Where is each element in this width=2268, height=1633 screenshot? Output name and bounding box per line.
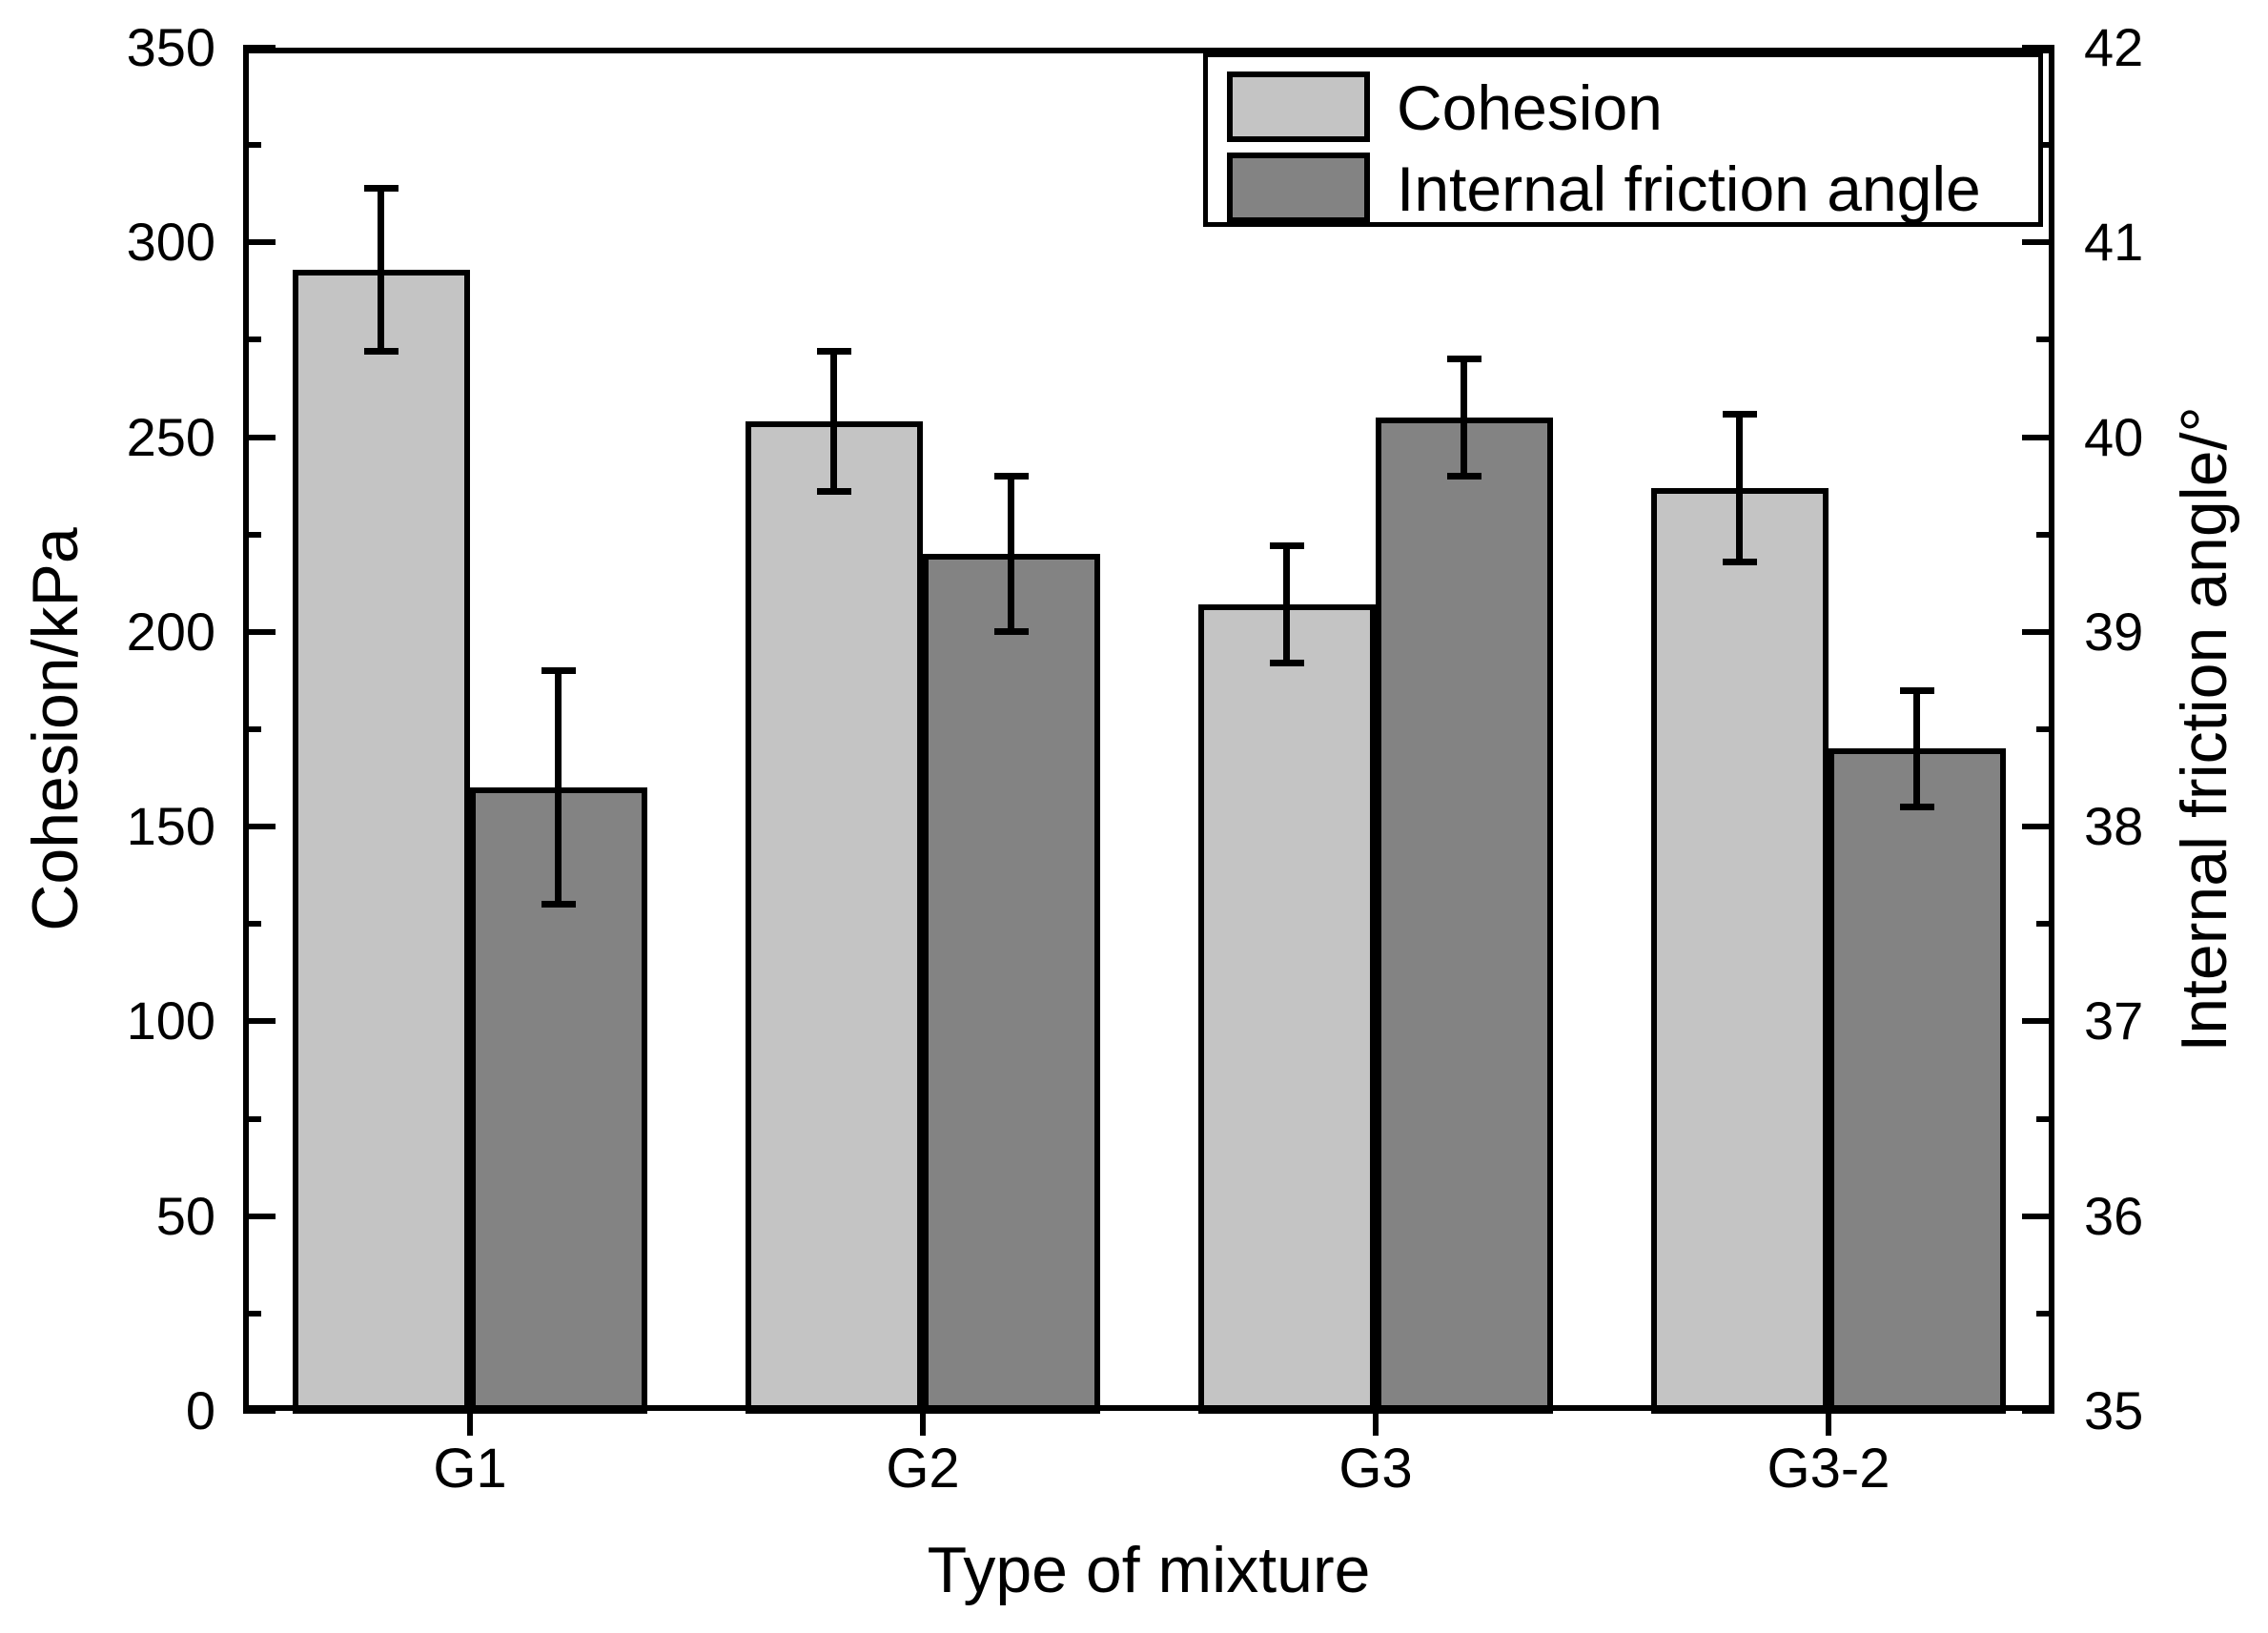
left-tick-label-0: 0 — [185, 1380, 215, 1440]
left-minor-tick — [243, 1311, 261, 1317]
error-cap-bottom-G3-2-0 — [1723, 559, 1757, 565]
error-bar-G1-1 — [555, 671, 562, 905]
left-axis-title: Cohesion/kPa — [19, 527, 92, 931]
right-major-tick-35 — [2022, 1408, 2054, 1414]
left-minor-tick — [243, 726, 261, 732]
bar-cohesion-G2 — [746, 421, 923, 1414]
x-tick-label-G3-2: G3-2 — [1767, 1438, 1890, 1500]
left-tick-label-50: 50 — [155, 1186, 215, 1246]
right-axis-title: Internal friction angle/° — [2168, 406, 2240, 1052]
right-major-tick-38 — [2022, 824, 2054, 829]
error-cap-bottom-G2-0 — [817, 488, 851, 495]
right-tick-label-40: 40 — [2084, 407, 2144, 467]
right-major-tick-41 — [2022, 239, 2054, 245]
right-minor-tick — [2036, 337, 2054, 342]
error-bar-G3-2-1 — [1913, 690, 1920, 807]
error-cap-top-G3-1 — [1447, 356, 1481, 362]
error-cap-bottom-G1-0 — [364, 348, 398, 355]
error-bar-G1-0 — [378, 188, 384, 352]
left-tick-label-200: 200 — [126, 602, 215, 662]
left-minor-tick — [243, 1116, 261, 1122]
legend-item-cohesion: Cohesion — [1208, 67, 2038, 149]
legend: Cohesion Internal friction angle — [1203, 52, 2043, 227]
error-bar-G3-0 — [1283, 546, 1290, 663]
right-tick-label-37: 37 — [2084, 990, 2144, 1051]
error-cap-bottom-G2-1 — [994, 628, 1029, 635]
legend-swatch-friction-angle — [1227, 153, 1370, 223]
left-tick-label-300: 300 — [126, 212, 215, 272]
error-bar-G2-1 — [1008, 476, 1014, 631]
left-tick-label-250: 250 — [126, 407, 215, 467]
bar-internal-friction-angle-G3 — [1376, 418, 1553, 1414]
bar-cohesion-G3-2 — [1651, 488, 1829, 1414]
x-tick-G3-2 — [1826, 1411, 1831, 1436]
x-tick-label-G2: G2 — [886, 1438, 960, 1500]
left-minor-tick — [243, 337, 261, 342]
legend-label-friction-angle: Internal friction angle — [1397, 153, 1981, 224]
error-cap-top-G2-0 — [817, 348, 851, 355]
error-cap-top-G3-2-1 — [1900, 687, 1934, 694]
x-tick-label-G1: G1 — [433, 1438, 507, 1500]
right-tick-label-35: 35 — [2084, 1380, 2144, 1440]
right-major-tick-36 — [2022, 1214, 2054, 1219]
error-cap-top-G3-0 — [1270, 542, 1304, 549]
right-major-tick-40 — [2022, 435, 2054, 440]
right-minor-tick — [2036, 1116, 2054, 1122]
error-cap-bottom-G3-2-1 — [1900, 804, 1934, 810]
right-minor-tick — [2036, 921, 2054, 927]
legend-label-cohesion: Cohesion — [1397, 72, 1663, 143]
left-major-tick-0 — [243, 1408, 276, 1414]
bar-internal-friction-angle-G3-2 — [1829, 748, 2006, 1414]
left-major-tick-300 — [243, 239, 276, 245]
bar-cohesion-G1 — [293, 270, 470, 1414]
left-tick-label-350: 350 — [126, 17, 215, 77]
error-cap-bottom-G3-0 — [1270, 660, 1304, 666]
bar-internal-friction-angle-G2 — [923, 554, 1100, 1414]
right-minor-tick — [2036, 726, 2054, 732]
left-minor-tick — [243, 142, 261, 148]
left-major-tick-200 — [243, 629, 276, 635]
x-tick-G3 — [1373, 1411, 1379, 1436]
left-tick-label-100: 100 — [126, 990, 215, 1051]
right-minor-tick — [2036, 1311, 2054, 1317]
error-cap-top-G1-1 — [541, 667, 576, 674]
error-cap-top-G2-1 — [994, 473, 1029, 480]
left-tick-label-150: 150 — [126, 796, 215, 856]
right-tick-label-38: 38 — [2084, 796, 2144, 856]
left-major-tick-250 — [243, 435, 276, 440]
error-bar-G2-0 — [830, 352, 837, 492]
bar-cohesion-G3 — [1198, 604, 1376, 1414]
x-tick-G1 — [467, 1411, 473, 1436]
right-minor-tick — [2036, 532, 2054, 538]
left-major-tick-150 — [243, 824, 276, 829]
error-cap-bottom-G3-1 — [1447, 473, 1481, 480]
left-minor-tick — [243, 532, 261, 538]
legend-swatch-cohesion — [1227, 71, 1370, 142]
right-tick-label-39: 39 — [2084, 602, 2144, 662]
right-tick-label-41: 41 — [2084, 212, 2144, 272]
right-major-tick-37 — [2022, 1018, 2054, 1024]
right-tick-label-42: 42 — [2084, 17, 2144, 77]
x-axis-title: Type of mixture — [927, 1534, 1371, 1606]
error-cap-bottom-G1-1 — [541, 901, 576, 908]
error-cap-top-G1-0 — [364, 185, 398, 192]
error-bar-G3-2-0 — [1736, 414, 1743, 561]
x-tick-G2 — [920, 1411, 926, 1436]
right-major-tick-39 — [2022, 629, 2054, 635]
right-major-tick-42 — [2022, 45, 2054, 51]
right-minor-tick — [2036, 142, 2054, 148]
x-tick-label-G3: G3 — [1338, 1438, 1413, 1500]
left-major-tick-50 — [243, 1214, 276, 1219]
legend-item-friction-angle: Internal friction angle — [1208, 148, 2038, 230]
error-bar-G3-1 — [1461, 359, 1467, 477]
error-cap-top-G3-2-0 — [1723, 411, 1757, 418]
right-tick-label-36: 36 — [2084, 1186, 2144, 1246]
left-major-tick-100 — [243, 1018, 276, 1024]
left-major-tick-350 — [243, 45, 276, 51]
left-minor-tick — [243, 921, 261, 927]
